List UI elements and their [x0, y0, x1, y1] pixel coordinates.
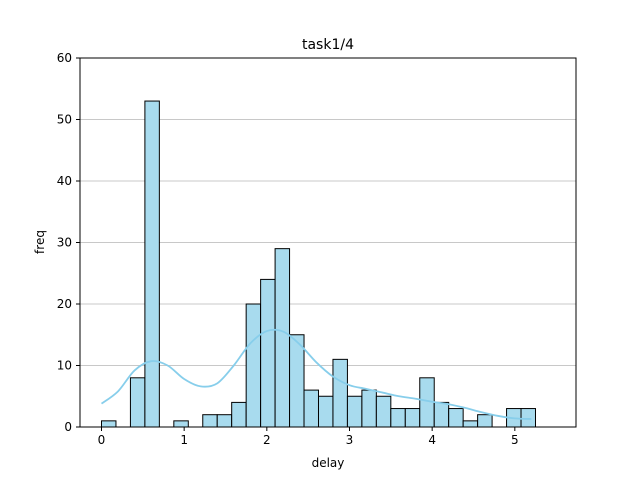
y-tick-label: 40	[57, 174, 72, 188]
histogram-bar	[347, 396, 361, 427]
histogram-bar	[405, 409, 419, 427]
x-tick-label: 0	[98, 433, 106, 447]
histogram-bar	[232, 402, 246, 427]
histogram-bar	[174, 421, 188, 427]
y-tick-label: 50	[57, 113, 72, 127]
y-axis-ticks: 0 10 20 30 40 50 60	[57, 51, 80, 434]
x-tick-label: 3	[346, 433, 354, 447]
histogram-bar	[304, 390, 318, 427]
histogram-bar	[145, 101, 159, 427]
x-tick-label: 1	[180, 433, 188, 447]
histogram-bar	[261, 279, 275, 427]
histogram-bar	[101, 421, 115, 427]
y-tick-label: 0	[64, 420, 72, 434]
histogram-bar	[463, 421, 477, 427]
histogram-bar	[203, 415, 217, 427]
x-tick-label: 2	[263, 433, 271, 447]
x-axis-ticks: 0 1 2 3 4 5	[98, 427, 519, 447]
histogram-bar	[391, 409, 405, 427]
y-tick-label: 10	[57, 359, 72, 373]
histogram-bar	[217, 415, 231, 427]
y-tick-label: 60	[57, 51, 72, 65]
histogram-bar	[318, 396, 332, 427]
histogram-bar	[449, 409, 463, 427]
y-tick-label: 30	[57, 236, 72, 250]
x-tick-label: 5	[511, 433, 519, 447]
histogram-bar	[376, 396, 390, 427]
histogram-bar	[275, 249, 289, 427]
histogram-bar	[246, 304, 260, 427]
y-tick-label: 20	[57, 297, 72, 311]
histogram-bar	[521, 409, 535, 427]
histogram-bar	[478, 415, 492, 427]
histogram-bar	[362, 390, 376, 427]
y-axis-label: freq	[33, 230, 47, 254]
histogram-bar	[333, 359, 347, 427]
histogram-bar	[290, 335, 304, 427]
histogram-bars	[101, 101, 535, 427]
histogram-bar	[434, 402, 448, 427]
x-axis-label: delay	[312, 456, 345, 470]
histogram-bar	[130, 378, 144, 427]
chart-title: task1/4	[302, 37, 354, 53]
x-tick-label: 4	[428, 433, 436, 447]
